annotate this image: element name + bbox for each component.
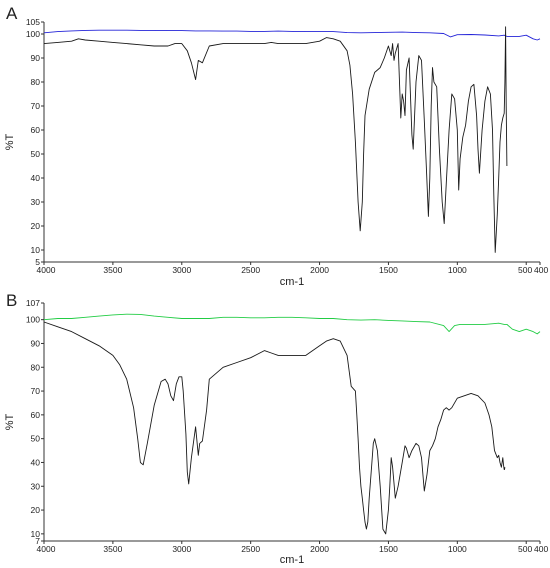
panel-a-y-tick-label: 20 bbox=[31, 221, 41, 231]
panel-b-x-tick-label: 1500 bbox=[379, 544, 398, 554]
panel-a-y-tick-label: 70 bbox=[31, 101, 41, 111]
panel-a-x-tick-label: 3000 bbox=[172, 265, 191, 275]
panel-a-x-tick-label: 2500 bbox=[241, 265, 260, 275]
panel-b-y-tick-label: 10 bbox=[31, 529, 41, 539]
panel-a-x-tick-label: 1500 bbox=[379, 265, 398, 275]
panel-b-x-tick-label: 1000 bbox=[448, 544, 467, 554]
panel-a-y-tick-label: 60 bbox=[31, 125, 41, 135]
panel-a-y-axis-title: %T bbox=[4, 133, 16, 150]
panel-b-series-2-line bbox=[43, 321, 506, 535]
panel-a-y-tick-label: 80 bbox=[31, 77, 41, 87]
panel-a-y-tick-label: 40 bbox=[31, 173, 41, 183]
panel-a-x-axis-title: cm-1 bbox=[280, 276, 304, 288]
panel-a-label: A bbox=[6, 4, 18, 23]
panel-a-x-tick-label: 3500 bbox=[103, 265, 122, 275]
panel-a-y-tick-label: 50 bbox=[31, 149, 41, 159]
panel-b-x-tick-label: 2500 bbox=[241, 544, 260, 554]
panel-b-x-tick-label: 500 bbox=[518, 544, 532, 554]
panel-b-y-tick-label: 107 bbox=[26, 298, 40, 308]
panel-a-x-tick-label: 500 bbox=[518, 265, 532, 275]
panel-a-x-tick-label: 1000 bbox=[448, 265, 467, 275]
panel-b-y-tick-label: 50 bbox=[31, 434, 41, 444]
panel-b-y-tick-label: 40 bbox=[31, 457, 41, 467]
panel-b-y-tick-label: 90 bbox=[31, 338, 41, 348]
panel-a-y-tick-label: 5 bbox=[35, 257, 40, 267]
panel-b-y-tick-label: 80 bbox=[31, 362, 41, 372]
panel-b-x-tick-label: 400 bbox=[534, 544, 548, 554]
panel-b: B 710 20 30 40 50 60 70 80 90 100 107 4000 3500 3000 25… bbox=[4, 291, 548, 566]
panel-a-y-tick-label: 100 bbox=[26, 29, 40, 39]
panel-b-y-axis-title: %T bbox=[4, 413, 16, 430]
panel-b-label: B bbox=[6, 291, 17, 310]
panel-b-y-tick-label: 60 bbox=[31, 410, 41, 420]
panel-a-x-tick-label: 400 bbox=[534, 265, 548, 275]
panel-a-series-2-line bbox=[43, 26, 508, 253]
panel-a: A 5 10 20 30 40 50 60 70 80 90 100 105 4000 3500 3000 25… bbox=[4, 4, 548, 288]
panel-a-x-tick-label: 4000 bbox=[37, 265, 56, 275]
panel-b-x-tick-label: 3500 bbox=[103, 544, 122, 554]
panel-b-y-tick-label: 7 bbox=[35, 536, 40, 546]
panel-b-y-tick-label: 70 bbox=[31, 386, 41, 396]
panel-a-series-1-line bbox=[43, 29, 541, 41]
panel-b-series-1-line bbox=[43, 313, 541, 335]
panel-a-x-tick-label: 2000 bbox=[310, 265, 329, 275]
panel-b-y-tick-label: 30 bbox=[31, 481, 41, 491]
panel-b-y-tick-label: 100 bbox=[26, 315, 40, 325]
panel-b-x-tick-label: 2000 bbox=[310, 544, 329, 554]
panel-b-x-tick-label: 4000 bbox=[37, 544, 56, 554]
panel-b-y-tick-label: 20 bbox=[31, 505, 41, 515]
panel-b-x-axis-title: cm-1 bbox=[280, 554, 304, 566]
panel-a-y-tick-label: 10 bbox=[31, 245, 41, 255]
panel-a-y-tick-label: 30 bbox=[31, 197, 41, 207]
panel-a-y-tick-label: 90 bbox=[31, 53, 41, 63]
panel-b-x-tick-label: 3000 bbox=[172, 544, 191, 554]
panel-a-y-tick-label: 105 bbox=[26, 17, 40, 27]
